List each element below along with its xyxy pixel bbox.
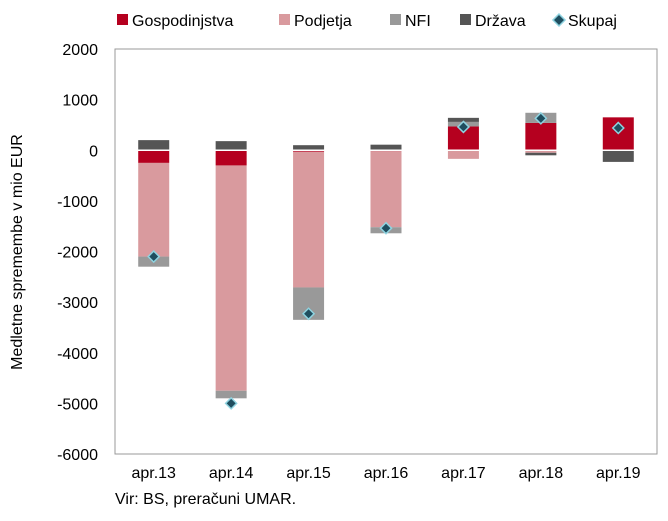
y-tick-label: 1000 <box>62 93 98 110</box>
y-tick-label: 0 <box>89 143 98 160</box>
source-note: Vir: BS, preračuni UMAR. <box>115 491 297 508</box>
bar-gospodinjstva <box>525 122 557 151</box>
legend-label-gospodinjstva: Gospodinjstva <box>132 13 233 30</box>
y-tick-label: -3000 <box>57 295 98 312</box>
bar-drzava <box>447 117 479 122</box>
marker-skupaj <box>224 396 238 410</box>
y-tick-label: 2000 <box>62 42 98 59</box>
legend-marker-skupaj <box>551 12 567 28</box>
y-tick-label: -5000 <box>57 396 98 413</box>
bar-drzava <box>525 152 557 156</box>
bar-gospodinjstva <box>138 150 170 163</box>
total-markers <box>147 111 625 410</box>
bar-podjetja <box>293 151 325 288</box>
x-tick-label: apr.14 <box>209 465 254 482</box>
x-tick-label: apr.19 <box>596 465 641 482</box>
legend-label-drzava: Država <box>475 13 526 30</box>
marker-skupaj <box>456 120 470 134</box>
bars <box>138 112 634 399</box>
legend-swatch-podjetja <box>279 14 290 25</box>
bar-podjetja <box>215 165 247 391</box>
bar-podjetja <box>370 151 402 228</box>
bar-gospodinjstva <box>215 150 247 166</box>
y-tick-label: -2000 <box>57 245 98 262</box>
plot-area <box>114 48 658 455</box>
y-axis-title: Medletne spremembe v mio EUR <box>9 134 26 370</box>
marker-skupaj <box>302 307 316 321</box>
bar-drzava <box>138 140 170 151</box>
bar-gospodinjstva <box>447 126 479 151</box>
marker-skupaj <box>147 250 161 264</box>
x-tick-label: apr.17 <box>441 465 486 482</box>
marker-skupaj <box>611 121 625 135</box>
legend-label-nfi: NFI <box>405 13 431 30</box>
x-tick-label: apr.15 <box>286 465 331 482</box>
bar-podjetja <box>447 150 479 159</box>
legend-label-podjetja: Podjetja <box>294 13 352 30</box>
x-tick-label: apr.18 <box>519 465 564 482</box>
bar-nfi <box>215 390 247 399</box>
y-tick-label: -4000 <box>57 346 98 363</box>
y-axis: 2000 1000 0 -1000 -2000 -3000 -4000 -5000 -6000 <box>57 42 98 464</box>
x-tick-label: apr.13 <box>131 465 176 482</box>
bar-drzava <box>602 150 634 162</box>
x-axis: apr.13 apr.14 apr.15 apr.16 apr.17 apr.18 apr.… <box>131 465 640 482</box>
bar-drzava <box>293 145 325 151</box>
y-tick-label: -6000 <box>57 447 98 464</box>
y-tick-label: -1000 <box>57 194 98 211</box>
legend-swatch-drzava <box>460 14 471 25</box>
legend: Gospodinjstva Podjetja NFI Država Skupaj <box>117 12 617 30</box>
bar-podjetja <box>138 162 170 257</box>
bar-drzava <box>215 141 247 151</box>
bar-podjetja <box>525 150 557 153</box>
bar-drzava <box>370 144 402 151</box>
legend-swatch-gospodinjstva <box>117 14 128 25</box>
legend-swatch-nfi <box>390 14 401 25</box>
bar-gospodinjstva <box>293 150 325 152</box>
marker-skupaj <box>379 221 393 235</box>
marker-skupaj <box>534 111 548 125</box>
legend-label-skupaj: Skupaj <box>568 13 617 30</box>
x-tick-label: apr.16 <box>364 465 409 482</box>
